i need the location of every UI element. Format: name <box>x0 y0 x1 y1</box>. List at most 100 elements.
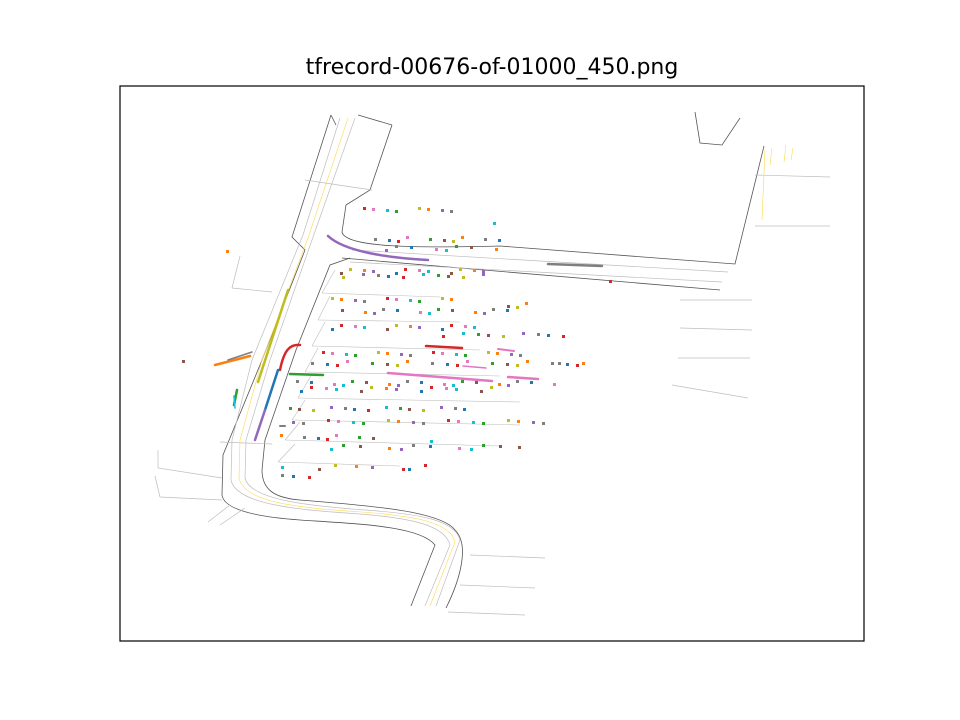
vehicle-marker <box>446 363 449 366</box>
vehicle-marker <box>576 364 579 367</box>
trajectory-orange <box>213 354 252 367</box>
vehicle-marker <box>327 419 330 422</box>
vehicle-marker <box>322 351 325 354</box>
vehicle-marker <box>408 468 411 471</box>
vehicle-marker <box>491 362 494 365</box>
center-lines <box>238 117 794 607</box>
vehicle-marker <box>459 268 462 271</box>
lane-lines <box>154 117 831 616</box>
trajectory-cyan-left <box>233 395 236 409</box>
vehicle-marker <box>296 380 299 383</box>
vehicle-marker <box>182 360 185 363</box>
vehicle-marker <box>386 209 389 212</box>
vehicle-marker <box>388 383 391 386</box>
vehicle-marker <box>450 298 453 301</box>
vehicle-marker <box>331 297 334 300</box>
vehicle-marker <box>482 270 485 273</box>
vehicle-marker <box>530 381 533 384</box>
vehicle-marker <box>330 406 333 409</box>
vehicle-marker <box>387 275 390 278</box>
vehicle-marker <box>336 364 339 367</box>
vehicle-marker <box>466 360 469 363</box>
vehicle-marker <box>386 363 389 366</box>
vehicle-marker <box>452 240 455 243</box>
vehicle-marker <box>371 466 374 469</box>
vehicle-marker <box>443 383 446 386</box>
vehicle-marker <box>395 210 398 213</box>
vehicle-marker <box>342 444 345 447</box>
vehicle-marker <box>558 362 561 365</box>
vehicle-marker <box>325 387 328 390</box>
vehicle-marker <box>406 360 409 363</box>
vehicle-marker <box>422 422 425 425</box>
vehicle-marker <box>373 312 376 315</box>
vehicle-marker <box>354 325 357 328</box>
vehicle-marker <box>463 408 466 411</box>
vehicle-marker <box>396 309 399 312</box>
vehicle-marker <box>457 420 460 423</box>
vehicle-marker <box>447 419 450 422</box>
vehicle-marker <box>498 239 501 242</box>
vehicle-marker <box>354 354 357 357</box>
vehicle-marker <box>435 248 438 251</box>
vehicle-marker <box>298 408 301 411</box>
vehicle-marker <box>344 407 347 410</box>
vehicle-marker <box>385 406 388 409</box>
vehicle-marker <box>582 362 585 365</box>
parked-vehicles <box>182 207 612 479</box>
vehicle-marker <box>310 386 313 389</box>
vehicle-marker <box>553 383 556 386</box>
vehicle-marker <box>477 333 480 336</box>
vehicle-marker <box>340 324 343 327</box>
vehicle-marker <box>355 465 358 468</box>
vehicle-marker <box>226 250 229 253</box>
vehicle-marker <box>335 434 338 437</box>
vehicle-marker <box>507 305 510 308</box>
vehicle-marker <box>517 420 520 423</box>
vehicle-marker <box>397 384 400 387</box>
vehicle-marker <box>412 444 415 447</box>
vehicle-marker <box>490 386 493 389</box>
vehicle-marker <box>395 298 398 301</box>
vehicle-marker <box>470 246 473 249</box>
vehicle-marker <box>395 272 398 275</box>
vehicle-marker <box>318 468 321 471</box>
vehicle-marker <box>365 381 368 384</box>
vehicle-marker <box>482 444 485 447</box>
vehicle-marker <box>292 475 295 478</box>
vehicle-marker <box>452 384 455 387</box>
vehicle-marker <box>386 328 389 331</box>
vehicle-marker <box>458 447 461 450</box>
vehicle-marker <box>342 276 345 279</box>
vehicle-marker <box>422 273 425 276</box>
vehicle-marker <box>386 352 389 355</box>
vehicle-marker <box>480 390 483 393</box>
vehicle-marker <box>450 210 453 213</box>
vehicle-marker <box>447 275 450 278</box>
vehicle-marker <box>441 328 444 331</box>
vehicle-marker <box>362 273 365 276</box>
vehicle-marker <box>510 353 513 356</box>
vehicle-marker <box>333 383 336 386</box>
vehicle-marker <box>473 269 476 272</box>
vehicle-marker <box>311 362 314 365</box>
vehicle-marker <box>367 409 370 412</box>
vehicle-marker <box>326 363 329 366</box>
vehicle-marker <box>506 309 509 312</box>
vehicle-marker <box>385 387 388 390</box>
trajectory-red <box>278 343 302 372</box>
figure-title: tfrecord-00676-of-01000_450.png <box>306 55 679 80</box>
vehicle-marker <box>280 434 283 437</box>
trajectory-pink-3 <box>497 348 515 352</box>
vehicle-marker <box>455 353 458 356</box>
vehicle-marker <box>492 308 495 311</box>
vehicle-marker <box>409 354 412 357</box>
vehicle-marker <box>507 384 510 387</box>
vehicle-marker <box>317 437 320 440</box>
vehicle-marker <box>445 387 448 390</box>
vehicle-marker <box>346 360 349 363</box>
vehicle-marker <box>532 421 535 424</box>
vehicle-marker <box>428 312 431 315</box>
vehicle-marker <box>450 272 453 275</box>
trajectory-green-lot <box>288 372 325 377</box>
